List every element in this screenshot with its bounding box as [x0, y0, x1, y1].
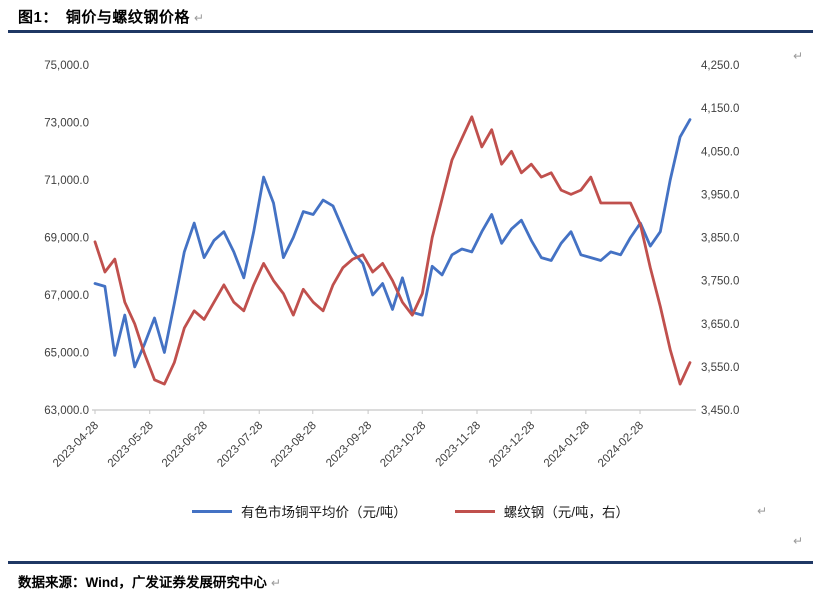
x-axis-label: 2023-05-28	[106, 420, 156, 470]
x-axis-label: 2024-01-28	[542, 420, 592, 470]
right-axis-label: 3,950.0	[701, 189, 739, 201]
paragraph-mark-icon: ↵	[270, 576, 281, 590]
chart-legend: 有色市场铜平均价（元/吨） 螺纹钢（元/吨，右）	[0, 501, 821, 521]
x-axis-label: 2023-11-28	[434, 420, 483, 469]
right-axis-label: 3,450.0	[701, 405, 739, 417]
right-axis-label: 3,550.0	[701, 362, 739, 374]
chart-canvas: 75,000.0 73,000.0 71,000.0 69,000.0 67,000.0…	[44, 60, 739, 470]
rebar-line-swatch-icon	[454, 509, 495, 513]
legend-label-rebar: 螺纹钢（元/吨，右）	[503, 505, 630, 520]
left-axis-label: 71,000.0	[44, 175, 89, 187]
figure-title: 铜价与螺纹钢价格	[65, 9, 190, 26]
figure-title-row: 图1： 铜价与螺纹钢价格 ↵	[18, 6, 204, 27]
x-axis-label: 2023-12-28	[487, 420, 537, 470]
right-axis-label: 4,150.0	[701, 103, 739, 115]
x-axis-label: 2023-08-28	[269, 420, 319, 470]
right-axis-label: 3,750.0	[701, 276, 739, 288]
legend-item-copper: 有色市场铜平均价（元/吨）	[191, 501, 407, 521]
copper-line-swatch-icon	[191, 509, 232, 513]
x-axis-label: 2023-10-28	[378, 420, 428, 470]
x-axis-label: 2024-02-28	[596, 420, 646, 470]
left-axis-label: 65,000.0	[44, 348, 89, 360]
x-axis-label: 2023-04-28	[51, 420, 101, 470]
left-axis-label: 63,000.0	[44, 405, 89, 417]
left-axis-label: 75,000.0	[44, 60, 89, 72]
data-source-text: 数据来源：Wind，广发证券发展研究中心	[18, 575, 267, 590]
right-axis-label: 4,250.0	[701, 60, 739, 72]
paragraph-mark-icon: ↵	[756, 504, 767, 518]
paragraph-mark-icon: ↵	[792, 49, 803, 63]
left-axis-label: 69,000.0	[44, 233, 89, 245]
x-axis-label: 2023-07-28	[215, 420, 265, 470]
left-axis-label: 73,000.0	[44, 118, 89, 130]
copper-price-line	[93, 118, 692, 369]
x-axis-label: 2023-09-28	[324, 420, 374, 470]
legend-item-rebar: 螺纹钢（元/吨，右）	[454, 501, 630, 521]
paragraph-mark-icon: ↵	[792, 534, 803, 548]
right-axis-label: 3,850.0	[701, 233, 739, 245]
right-axis-label: 3,650.0	[701, 319, 739, 331]
footer-divider	[8, 561, 813, 564]
left-axis-label: 67,000.0	[44, 290, 89, 302]
x-axis-label: 2023-06-28	[160, 420, 210, 470]
legend-label-copper: 有色市场铜平均价（元/吨）	[240, 505, 407, 520]
paragraph-mark-icon: ↵	[193, 11, 205, 25]
chart-area: 75,000.0 73,000.0 71,000.0 69,000.0 67,000.0…	[44, 60, 739, 470]
rebar-price-line	[93, 115, 692, 386]
right-axis-label: 4,050.0	[701, 146, 739, 158]
figure-number: 图1：	[18, 9, 58, 26]
title-divider	[8, 30, 813, 33]
data-source-row: 数据来源：Wind，广发证券发展研究中心 ↵	[18, 571, 281, 591]
